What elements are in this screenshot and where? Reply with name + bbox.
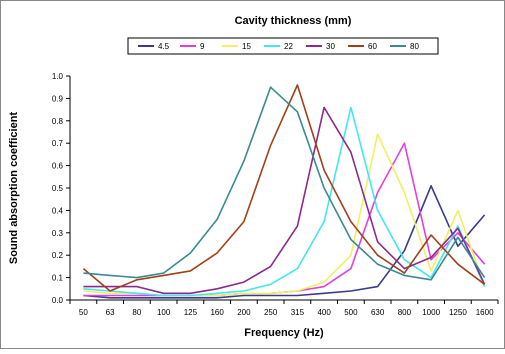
x-tick-label: 125 (184, 308, 198, 317)
x-tick-label: 200 (237, 308, 251, 317)
x-tick-label: 80 (132, 308, 141, 317)
y-tick-label: 0.7 (52, 139, 64, 148)
series-line-4.5 (83, 185, 486, 299)
y-tick-label: 0.2 (52, 251, 64, 260)
legend-box (127, 37, 439, 55)
legend-label: 15 (242, 42, 251, 51)
y-tick-label: 1.0 (52, 72, 64, 81)
x-axis-label: Frequency (Hz) (244, 327, 324, 339)
legend-label: 30 (326, 42, 335, 51)
legend-label: 80 (410, 42, 419, 51)
legend-label: 9 (200, 42, 205, 51)
chart-title: Cavity thickness (mm) (235, 15, 352, 27)
series-layer (82, 84, 486, 299)
x-tick-label: 100 (157, 308, 171, 317)
y-axis-label: Sound absorption coefficient (8, 112, 20, 265)
y-tick-label: 0.9 (52, 94, 64, 103)
axes: 0.0 0.1 0.2 0.3 0.4 0.5 0.6 0.7 0.8 0.9 1.0 50 63 80 1… (52, 72, 499, 317)
x-tick-label: 250 (264, 308, 278, 317)
x-tick-label: 500 (344, 308, 358, 317)
series-line-30 (83, 106, 486, 295)
x-tick-label: 400 (317, 308, 331, 317)
x-tick-label: 160 (210, 308, 224, 317)
y-tick-label: 0.8 (52, 117, 64, 126)
legend: 4.5 9 15 22 30 60 80 (138, 42, 419, 51)
x-tick-label: 63 (106, 308, 115, 317)
y-tick-label: 0.6 (52, 162, 64, 171)
series-line-22 (83, 106, 486, 297)
x-tick-label: 1000 (422, 308, 440, 317)
y-tick-label: 0.0 (52, 296, 64, 305)
x-tick-label: 630 (371, 308, 385, 317)
series-line-60 (82, 84, 486, 292)
x-tick-label: 50 (79, 308, 88, 317)
x-tick-label: 1250 (449, 308, 467, 317)
y-tick-label: 0.4 (52, 206, 64, 215)
y-tick-label: 0.1 (52, 274, 64, 283)
x-tick-label: 800 (398, 308, 412, 317)
x-tick-label: 1600 (476, 308, 494, 317)
y-tick-label: 0.5 (52, 184, 64, 193)
x-tick-label: 315 (291, 308, 305, 317)
y-tick-label: 0.3 (52, 229, 64, 238)
legend-label: 60 (368, 42, 377, 51)
legend-label: 4.5 (158, 42, 170, 51)
series-line-80 (83, 86, 486, 281)
legend-label: 22 (284, 42, 293, 51)
